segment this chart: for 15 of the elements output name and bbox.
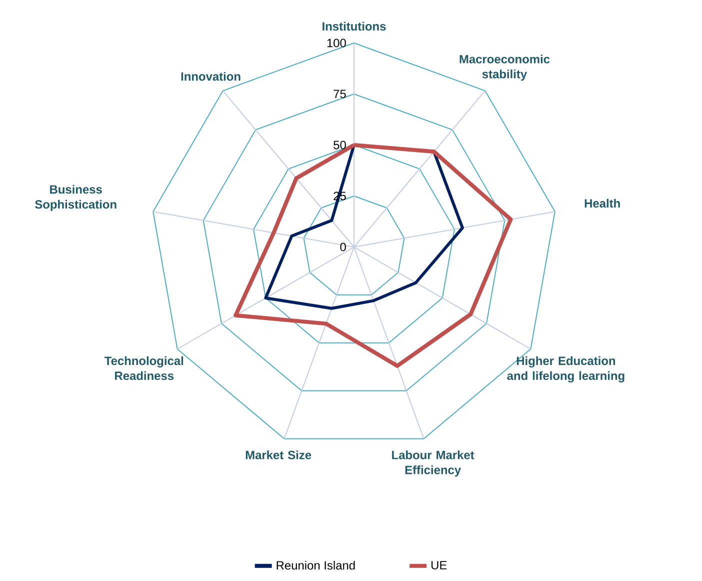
legend-label: UE: [432, 561, 447, 570]
spoke-label: Institutions: [322, 22, 386, 31]
spoke-label: Higher Education and lifelong learning: [507, 356, 624, 382]
spoke-label: Health: [584, 198, 620, 208]
spoke-label: Technological Readiness: [104, 356, 184, 380]
y-tick-label: 0: [340, 242, 346, 252]
y-tick-label: 75: [334, 90, 346, 98]
spoke-label: Labour Market Efficiency: [392, 450, 474, 477]
y-tick-label: 50: [334, 140, 346, 150]
spoke-label: Innovation: [181, 72, 240, 81]
spoke-label: Macroeconomic stability: [460, 54, 550, 81]
spoke-label: Market Size: [246, 450, 312, 460]
spoke-label: Business Sophistication: [35, 184, 116, 211]
y-tick-label: 100: [327, 38, 346, 48]
legend-label: Reunion Island: [276, 560, 355, 570]
